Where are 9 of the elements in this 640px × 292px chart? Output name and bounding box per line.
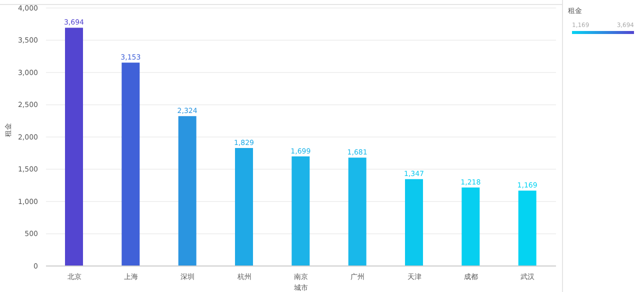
bar [348, 158, 366, 266]
bar [122, 62, 140, 266]
bar [405, 179, 423, 266]
bar [292, 156, 310, 266]
bar [462, 187, 480, 266]
bar [518, 190, 536, 266]
bar [178, 116, 196, 266]
bar [65, 28, 83, 266]
bar [235, 148, 253, 266]
